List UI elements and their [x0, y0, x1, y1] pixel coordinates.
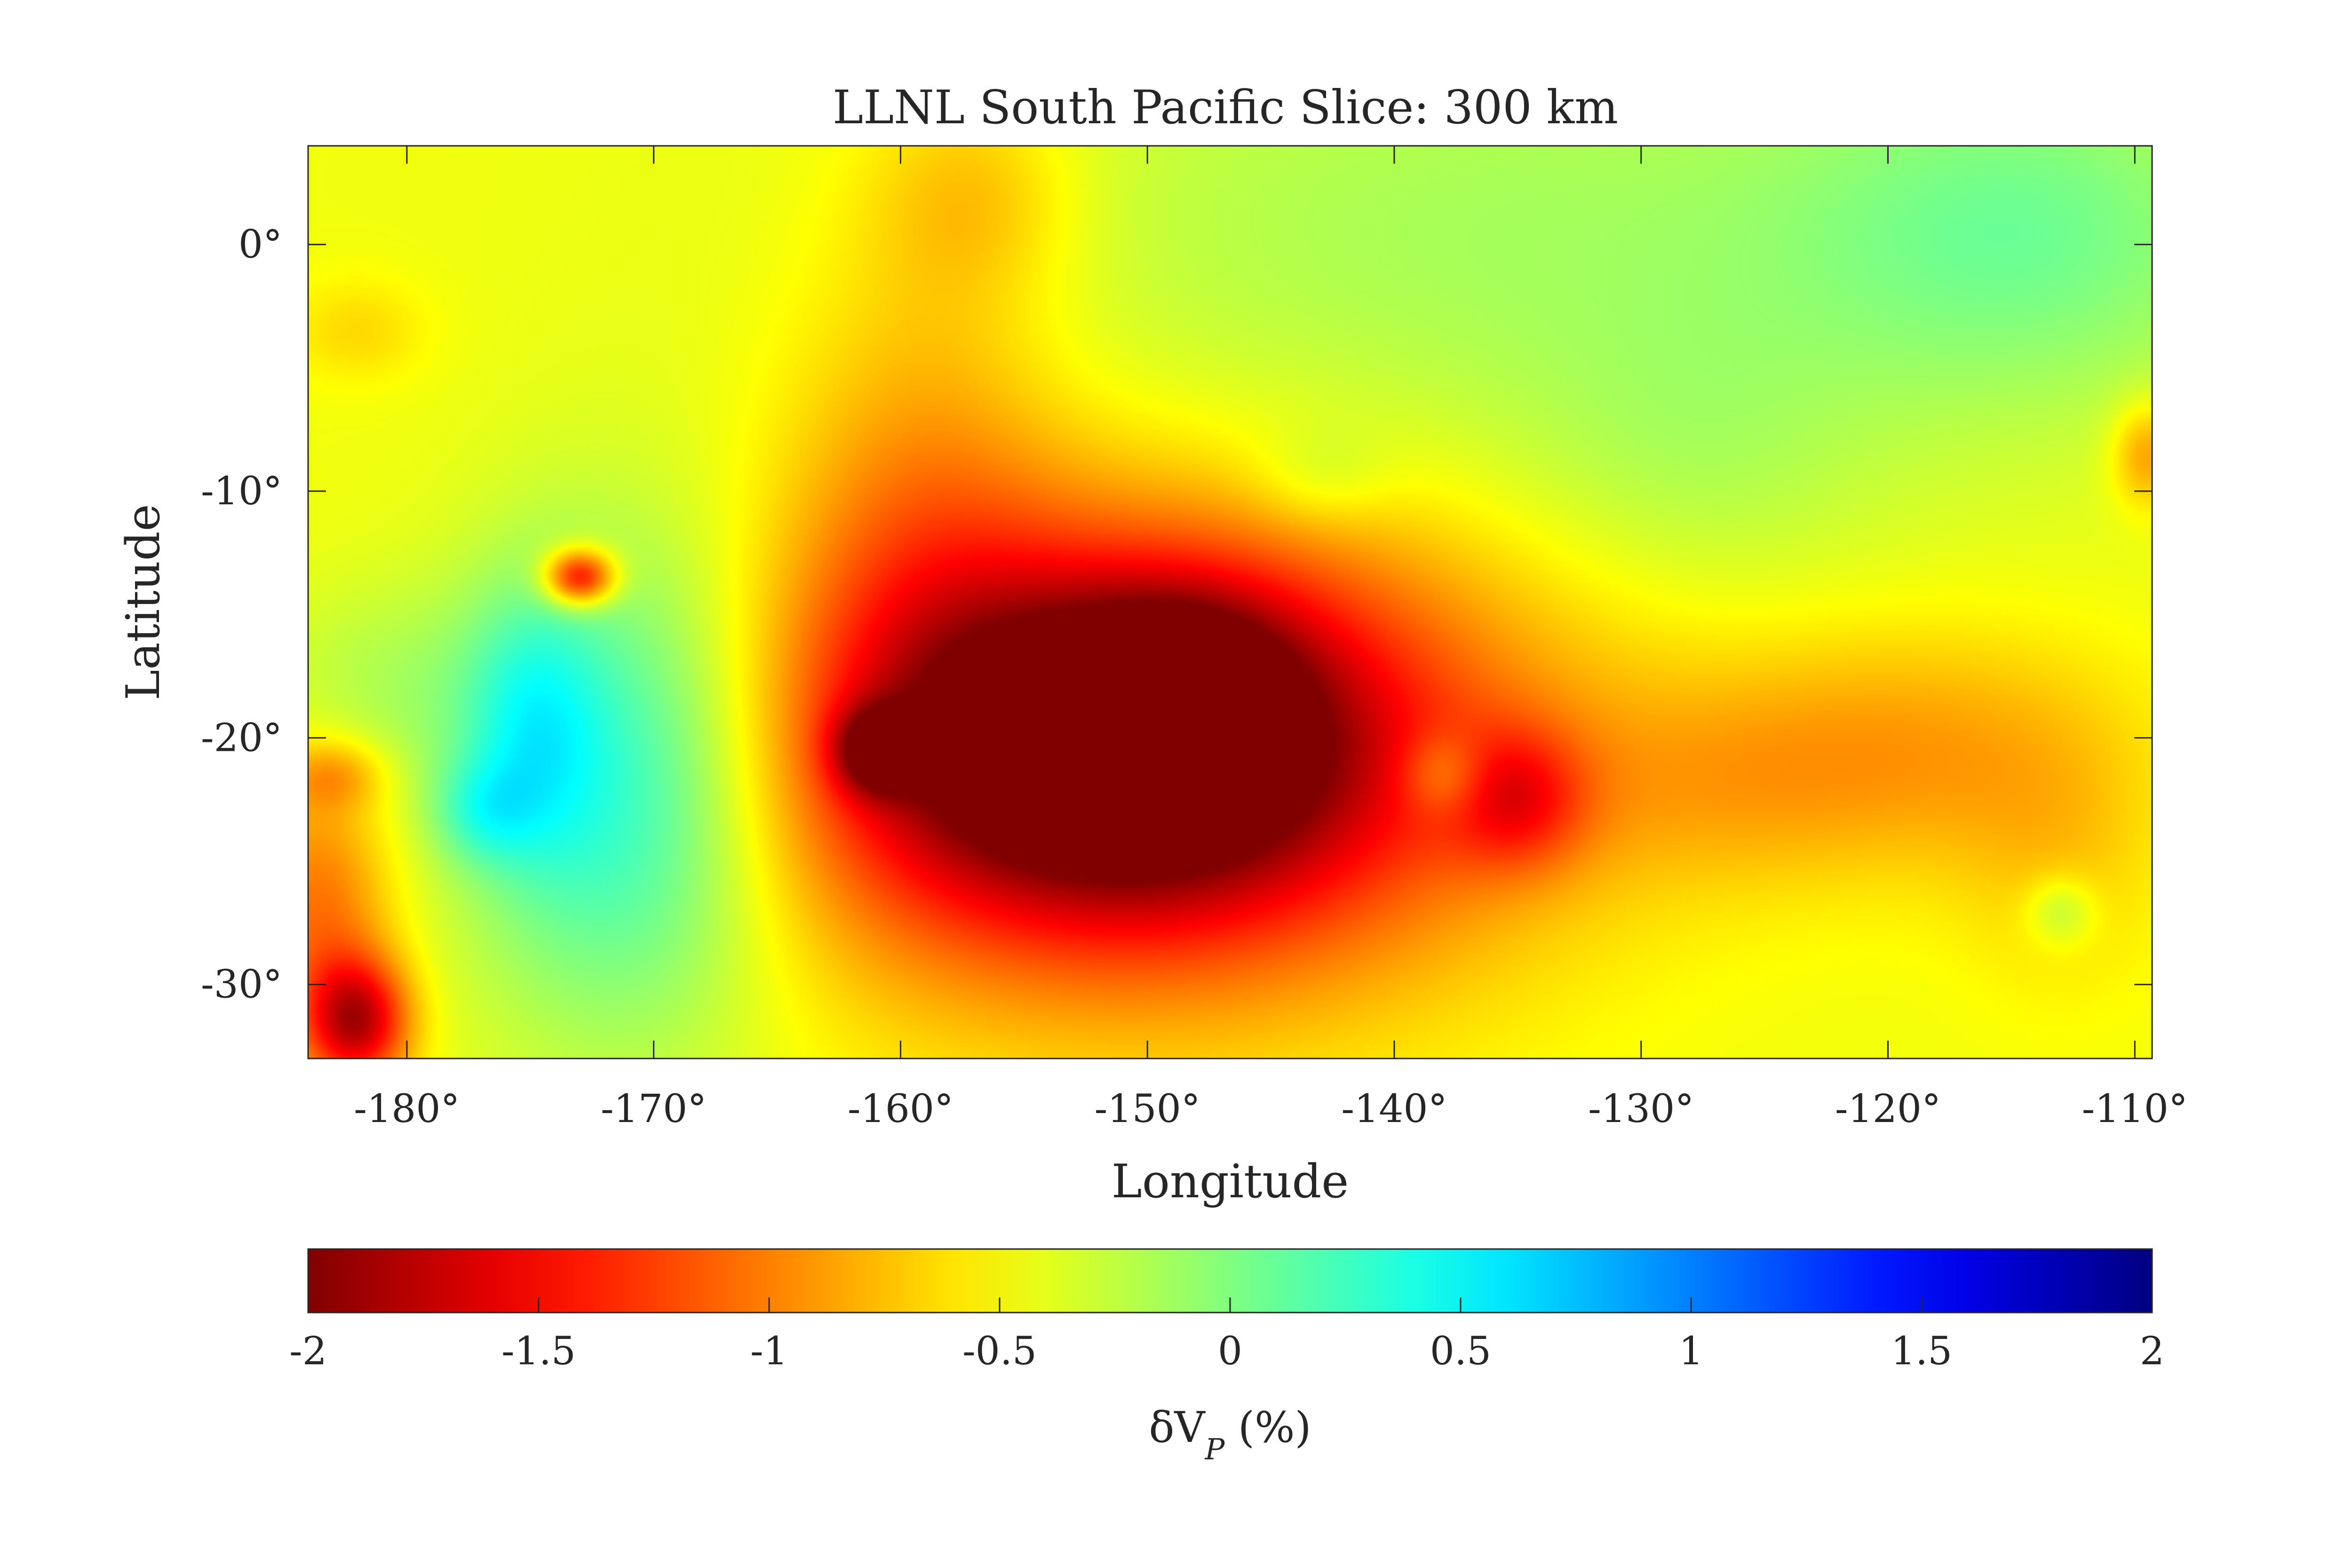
colorbar-tick-label: 1 — [1679, 1329, 1703, 1374]
x-tick-label: -160° — [848, 1087, 954, 1131]
plot-area — [307, 145, 2153, 1059]
heatmap-image — [308, 146, 2152, 1059]
colorbar-tick-label: -0.5 — [962, 1329, 1037, 1374]
x-axis-label: Longitude — [1112, 1155, 1349, 1209]
x-tick-label: -140° — [1341, 1087, 1447, 1131]
x-tick-label: -110° — [2082, 1087, 2188, 1131]
colorbar-tick-label: 0.5 — [1430, 1329, 1491, 1374]
colorbar-tick-label: -1.5 — [501, 1329, 576, 1374]
colorbar-label-subscript: P — [1205, 1432, 1225, 1466]
y-tick-label: -10° — [201, 469, 282, 514]
colorbar-label-unit: (%) — [1224, 1403, 1311, 1452]
y-tick-label: -30° — [201, 963, 282, 1007]
y-axis-label: Latitude — [117, 504, 170, 700]
x-tick-label: -180° — [354, 1087, 460, 1131]
y-tick-label: 0° — [238, 223, 282, 267]
colorbar-tick-label: 2 — [2140, 1329, 2164, 1374]
x-tick-label: -170° — [601, 1087, 707, 1131]
colorbar-tick-label: -2 — [289, 1329, 327, 1374]
x-tick-label: -150° — [1095, 1087, 1200, 1131]
x-tick-label: -120° — [1835, 1087, 1941, 1131]
chart-title: LLNL South Pacific Slice: 300 km — [833, 81, 1618, 135]
colorbar: -2 -1.5 -1 -0.5 0 0.5 1 1.5 2 δVP (%) — [289, 1248, 2164, 1466]
x-axis: -180° -170° -160° -150° -140° -130° -120° -110° — [354, 146, 2188, 1131]
y-tick-label: -20° — [201, 716, 282, 760]
colorbar-label: δVP (%) — [1149, 1403, 1311, 1466]
plot-frame — [307, 145, 2153, 1059]
colorbar-ticks: -2 -1.5 -1 -0.5 0 0.5 1 1.5 2 — [289, 1297, 2164, 1374]
x-tick-label: -130° — [1588, 1087, 1694, 1131]
colorbar-label-main: δV — [1149, 1403, 1206, 1452]
colorbar-tick-label: 0 — [1218, 1329, 1242, 1374]
y-axis: 0° -10° -20° -30° — [201, 223, 2152, 1007]
colorbar-tick-label: 1.5 — [1891, 1329, 1952, 1374]
colorbar-tick-label: -1 — [750, 1329, 788, 1374]
